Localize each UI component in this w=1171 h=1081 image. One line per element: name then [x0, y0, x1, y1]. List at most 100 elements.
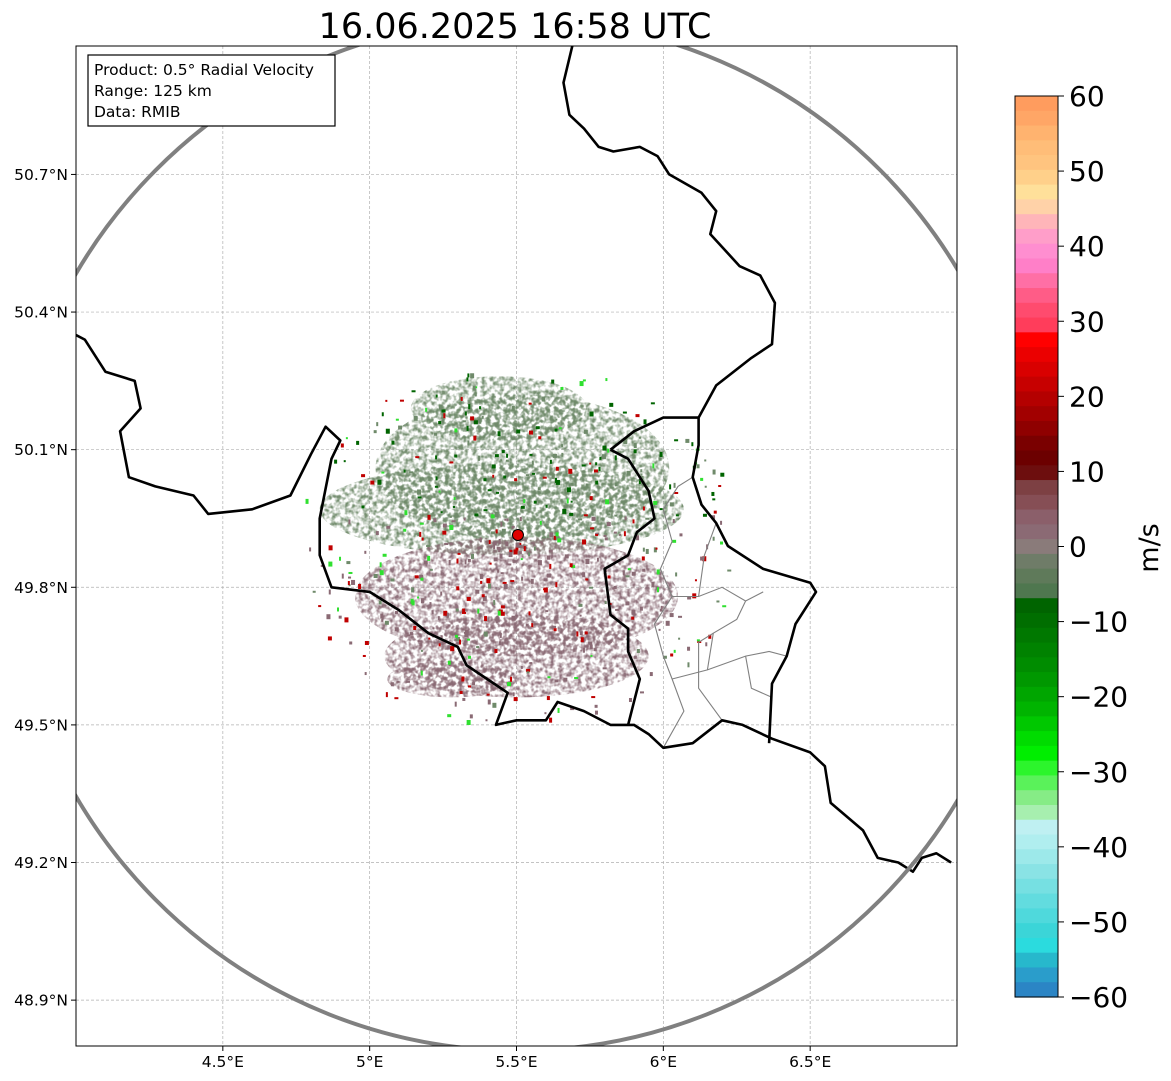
echo-pixel [570, 500, 573, 503]
echo-pixel [581, 464, 586, 467]
echo-pixel [685, 438, 690, 443]
echo-pixel [337, 607, 340, 612]
echo-pixel [607, 575, 611, 579]
echo-pixel [656, 587, 659, 593]
echo-pixel [582, 647, 585, 653]
echo-pixel [444, 543, 449, 546]
echo-pixel [554, 679, 559, 683]
echo-pixel [551, 473, 555, 479]
echo-pixel [549, 563, 552, 569]
echo-pixel [571, 565, 576, 569]
echo-pixel [449, 525, 454, 531]
echo-pixel [446, 612, 449, 618]
echo-pixel [547, 676, 551, 679]
echo-pixel [656, 569, 660, 575]
echo-pixel [440, 635, 443, 639]
echo-pixel [497, 569, 500, 573]
echo-pixel [652, 463, 655, 469]
y-tick-label: 50.4°N [14, 304, 68, 322]
echo-pixel [578, 603, 583, 607]
echo-pixel [712, 536, 715, 541]
echo-pixel [474, 392, 477, 397]
colorbar-segment [1015, 509, 1058, 525]
echo-pixel [390, 578, 395, 582]
echo-pixel [435, 455, 438, 460]
echo-pixel [589, 644, 593, 650]
colorbar-segment [1015, 583, 1058, 599]
echo-pixel [526, 668, 531, 672]
echo-pixel [598, 466, 601, 471]
echo-pixel [472, 385, 476, 391]
echo-pixel [491, 531, 496, 535]
echo-pixel [459, 690, 463, 694]
echo-pixel [364, 672, 367, 676]
echo-pixel [591, 516, 596, 521]
echo-pixel [593, 469, 598, 473]
colorbar-segment [1015, 731, 1058, 747]
echo-pixel [500, 611, 505, 616]
echo-pixel [711, 491, 715, 496]
echo-pixel [632, 519, 635, 524]
echo-pixel [509, 549, 513, 554]
echo-pixel [411, 587, 415, 593]
echo-pixel [349, 641, 353, 645]
echo-pixel [382, 553, 387, 557]
echo-pixel [494, 454, 499, 458]
echo-pixel [579, 381, 584, 387]
echo-pixel [467, 685, 471, 688]
echo-pixel [467, 558, 471, 562]
echo-pixel [428, 637, 431, 640]
echo-pixel [555, 582, 558, 588]
echo-pixel [413, 415, 418, 421]
colorbar-segment [1015, 612, 1058, 629]
echo-pixel [674, 439, 679, 442]
colorbar-segment [1015, 849, 1058, 865]
echo-pixel [370, 480, 375, 485]
echo-pixel [578, 518, 583, 521]
echo-pixel [720, 472, 725, 477]
echo-pixel [582, 539, 587, 545]
echo-pixel [443, 413, 446, 419]
echo-pixel [722, 605, 727, 608]
echo-pixel [521, 576, 524, 581]
echo-pixel [318, 605, 322, 608]
colorbar-tick-label: −10 [1069, 606, 1128, 639]
echo-pixel [589, 462, 592, 465]
colorbar-tick-label: −60 [1069, 981, 1128, 1014]
echo-pixel [511, 615, 516, 621]
echo-pixel [595, 532, 600, 535]
echo-pixel [449, 515, 452, 518]
echo-pixel [528, 430, 533, 435]
echo-pixel [495, 617, 498, 623]
echo-pixel [503, 475, 507, 479]
echo-pixel [659, 451, 663, 457]
echo-pixel [499, 632, 502, 638]
echo-pixel [492, 541, 497, 546]
echo-pixel [328, 589, 331, 595]
echo-pixel [462, 420, 466, 423]
echo-pixel [381, 618, 384, 622]
echo-pixel [459, 639, 462, 645]
echo-pixel [385, 399, 388, 402]
colorbar-segment [1015, 775, 1058, 791]
echo-pixel [340, 443, 344, 448]
echo-pixel [432, 627, 435, 630]
echo-pixel [629, 662, 632, 665]
echo-pixel [356, 440, 360, 445]
echo-pixel [545, 610, 549, 613]
echo-pixel [605, 499, 610, 505]
echo-pixel [562, 417, 566, 420]
echo-pixel [417, 489, 422, 495]
echo-pixel [520, 558, 523, 561]
echo-pixel [574, 677, 579, 680]
echo-pixel [386, 525, 391, 529]
echo-pixel [473, 435, 477, 441]
echo-pixel [590, 527, 595, 530]
echo-pixel [442, 530, 447, 535]
echo-pixel [381, 412, 384, 417]
echo-pixel [678, 637, 681, 640]
echo-pixel [538, 436, 542, 440]
echo-pixel [579, 614, 582, 617]
echo-pixel [613, 531, 617, 534]
echo-pixel [488, 540, 491, 545]
